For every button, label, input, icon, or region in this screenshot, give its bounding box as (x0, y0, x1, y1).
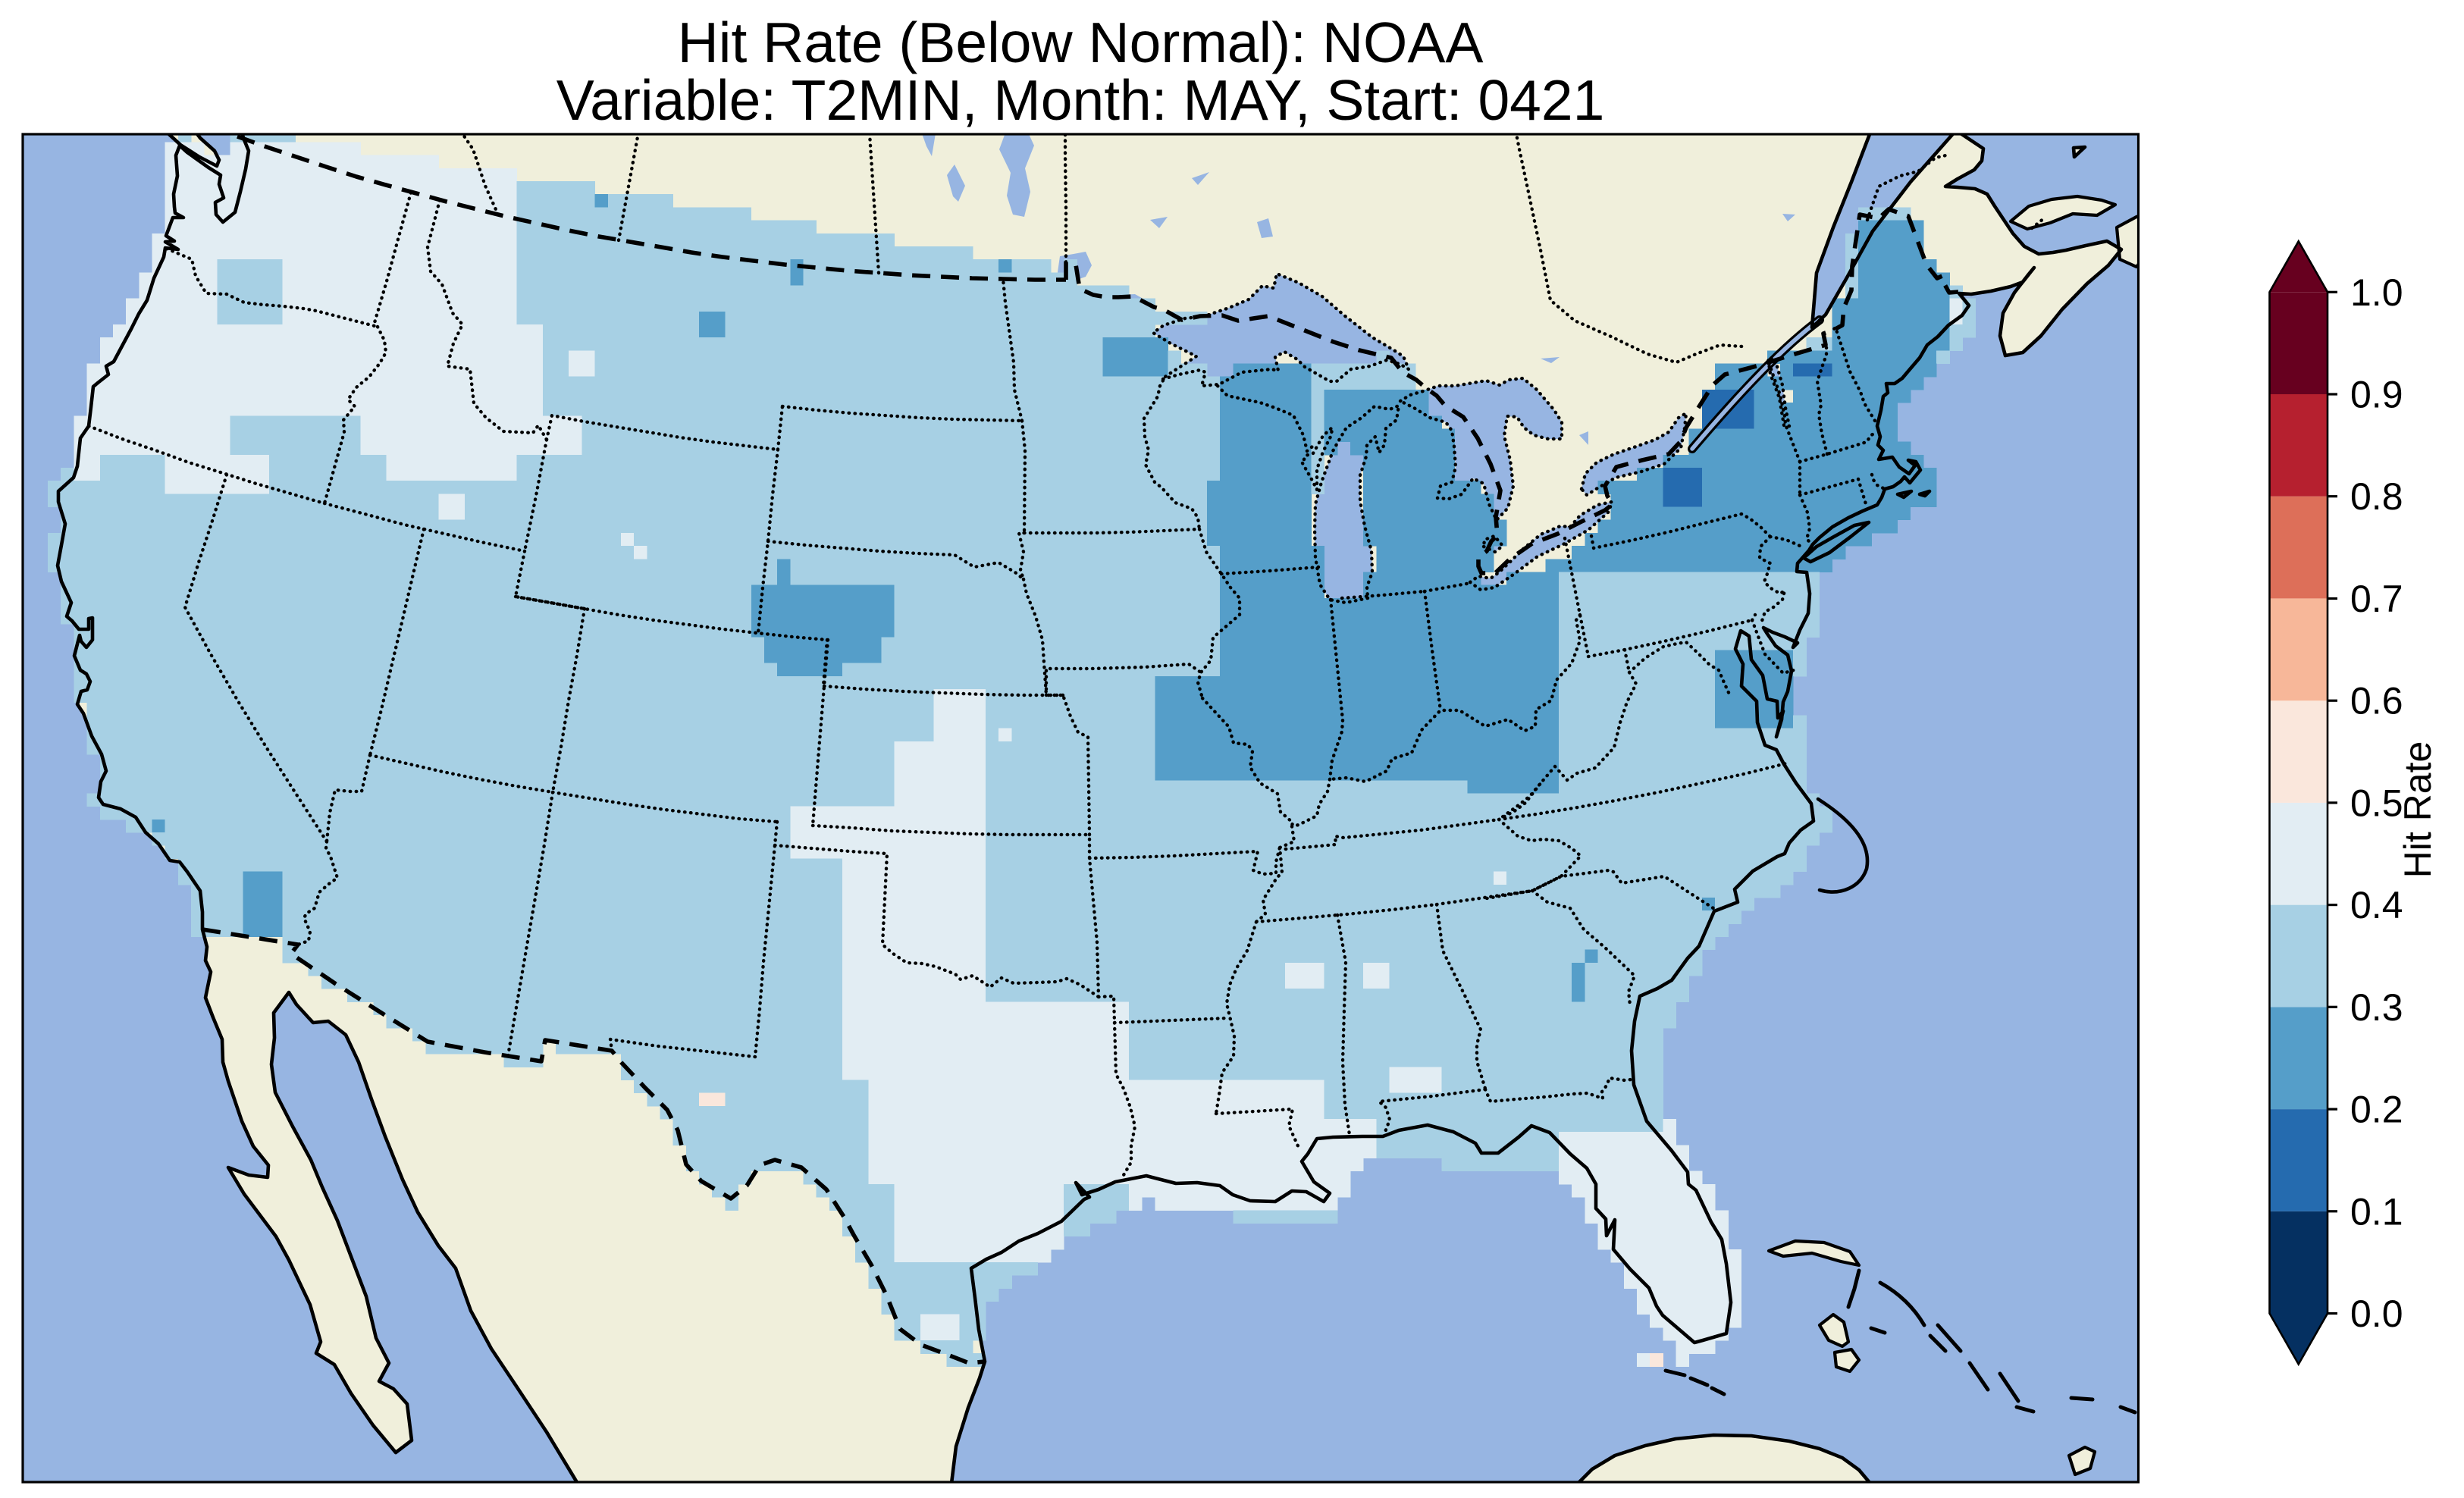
svg-text:0.7: 0.7 (2350, 578, 2403, 620)
svg-text:0.8: 0.8 (2350, 475, 2403, 518)
svg-text:Hit Rate (Below Normal): NOAA: Hit Rate (Below Normal): NOAA (678, 11, 1484, 74)
svg-text:Hit Rate: Hit Rate (2397, 741, 2439, 879)
svg-text:0.0: 0.0 (2350, 1293, 2403, 1335)
svg-text:0.2: 0.2 (2350, 1089, 2403, 1131)
svg-text:0.4: 0.4 (2350, 884, 2403, 926)
svg-text:0.5: 0.5 (2350, 782, 2403, 824)
svg-text:0.9: 0.9 (2350, 374, 2403, 416)
svg-text:Variable: T2MIN, Month: MAY, S: Variable: T2MIN, Month: MAY, Start: 0421 (556, 68, 1605, 132)
svg-text:0.3: 0.3 (2350, 986, 2403, 1029)
svg-text:1.0: 1.0 (2350, 271, 2403, 314)
svg-text:0.1: 0.1 (2350, 1190, 2403, 1233)
svg-text:0.6: 0.6 (2350, 680, 2403, 722)
